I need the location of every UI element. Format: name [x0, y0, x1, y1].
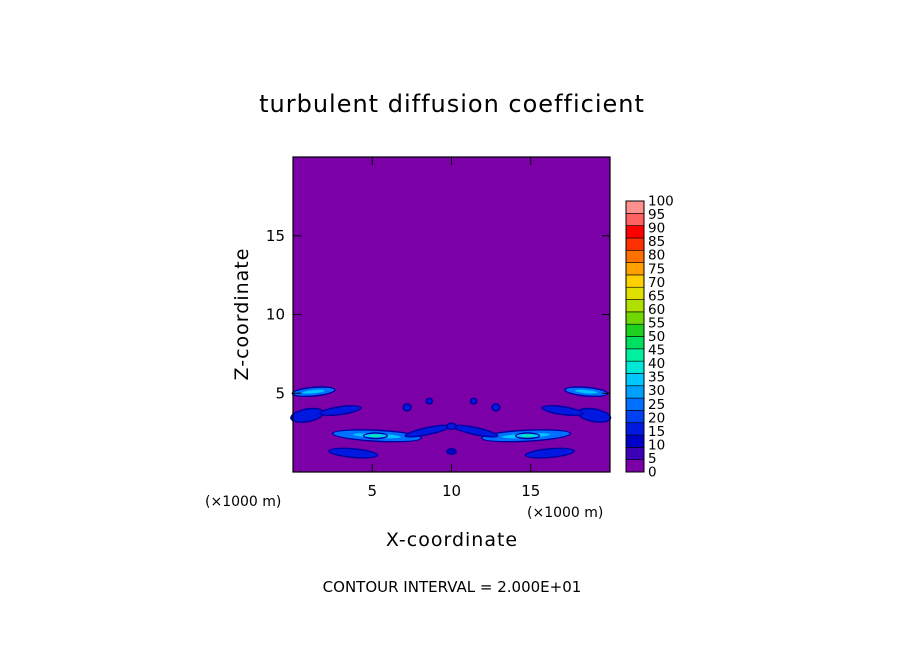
contour-feature	[577, 407, 612, 423]
colorbar-label: 55	[648, 315, 665, 331]
colorbar-label: 30	[648, 383, 665, 399]
y-axis-label: Z-coordinate	[231, 248, 253, 381]
contour-fill	[492, 404, 500, 411]
contour-core	[369, 434, 382, 437]
colorbar-swatch	[625, 336, 645, 350]
y-tick-label: 10	[266, 306, 285, 324]
colorbar-swatch	[625, 286, 645, 300]
x-unit-right: (×1000 m)	[527, 505, 603, 521]
contour-fill	[542, 406, 583, 415]
x-tick-label: 5	[367, 482, 377, 500]
colorbar-swatch	[625, 311, 645, 325]
contour-fill	[320, 406, 361, 415]
contour-feature	[290, 407, 325, 423]
contour-fill	[471, 399, 477, 404]
contour-feature	[514, 432, 541, 440]
chart-title: turbulent diffusion coefficient	[259, 90, 645, 118]
colorbar-label: 50	[648, 329, 665, 345]
colorbar-label: 45	[648, 343, 665, 359]
colorbar-swatch	[625, 373, 645, 387]
colorbar-label: 70	[648, 275, 665, 291]
colorbar-label: 60	[648, 302, 665, 318]
contour-feature	[425, 397, 434, 405]
colorbar-frame	[625, 200, 645, 473]
contour-fill	[447, 423, 456, 429]
y-tick-label: 5	[275, 384, 285, 402]
colorbar-swatch	[625, 262, 645, 276]
colorbar-label: 85	[648, 234, 665, 250]
colorbar-swatch	[625, 249, 645, 263]
colorbar-swatch	[625, 237, 645, 251]
colorbar-swatch	[625, 360, 645, 374]
colorbar-label: 5	[648, 451, 657, 467]
x-axis-label: X-coordinate	[386, 529, 518, 551]
contour-feature	[291, 386, 336, 398]
colorbar-swatch	[625, 213, 645, 226]
contour-feature	[524, 447, 575, 459]
colorbar: 0510152025303540455055606570758085909510…	[625, 194, 674, 481]
colorbar-swatch	[625, 397, 645, 411]
contour-core	[574, 389, 598, 394]
contour-feature	[319, 405, 362, 417]
contour-fill	[447, 449, 456, 454]
colorbar-label: 15	[648, 424, 665, 440]
contour-core	[302, 389, 325, 394]
colorbar-swatch	[625, 385, 645, 399]
contour-feature	[328, 447, 379, 459]
contour-feature	[541, 405, 584, 417]
contour-feature	[362, 432, 389, 440]
contour-fill	[526, 449, 574, 458]
colorbar-label: 25	[648, 397, 665, 413]
colorbar-label: 65	[648, 288, 665, 304]
contour-fill	[453, 425, 497, 437]
plot-area	[290, 156, 612, 473]
colorbar-swatch	[625, 459, 645, 473]
colorbar-swatch	[625, 200, 645, 214]
contour-fill	[406, 425, 450, 437]
colorbar-swatch	[625, 422, 645, 436]
plot-background	[293, 157, 610, 472]
contour-fill	[403, 404, 411, 411]
contour-feature	[402, 403, 412, 412]
colorbar-label: 0	[648, 465, 657, 481]
contour-fill	[426, 399, 432, 404]
colorbar-label: 90	[648, 221, 665, 237]
colorbar-label: 80	[648, 248, 665, 264]
colorbar-swatch	[625, 323, 645, 337]
contour-fill	[329, 449, 377, 458]
contour-feature	[564, 386, 609, 398]
colorbar-swatch	[625, 225, 645, 239]
x-tick-label: 10	[442, 482, 461, 500]
colorbar-label: 100	[648, 194, 674, 210]
colorbar-swatch	[625, 274, 645, 288]
x-unit-left: (×1000 m)	[205, 494, 281, 510]
colorbar-label: 35	[648, 370, 665, 386]
colorbar-swatch	[625, 434, 645, 448]
contour-feature	[491, 403, 501, 412]
contour-feature	[404, 424, 451, 438]
colorbar-swatch	[625, 299, 645, 313]
colorbar-label: 95	[648, 207, 665, 223]
colorbar-swatch	[625, 348, 645, 362]
colorbar-label: 20	[648, 410, 665, 426]
contour-fill	[578, 409, 610, 422]
colorbar-label: 75	[648, 261, 665, 277]
contour-interval-text: CONTOUR INTERVAL = 2.000E+01	[323, 578, 582, 596]
contour-core	[521, 434, 534, 437]
colorbar-swatch	[625, 447, 645, 460]
contour-feature	[446, 448, 457, 455]
colorbar-label: 10	[648, 437, 665, 453]
colorbar-label: 40	[648, 356, 665, 372]
contour-feature	[446, 422, 457, 431]
colorbar-swatch	[625, 410, 645, 424]
y-tick-label: 15	[266, 227, 285, 245]
x-tick-label: 15	[521, 482, 540, 500]
contour-feature	[469, 397, 478, 405]
contour-fill	[291, 409, 323, 422]
contour-feature	[452, 424, 499, 438]
